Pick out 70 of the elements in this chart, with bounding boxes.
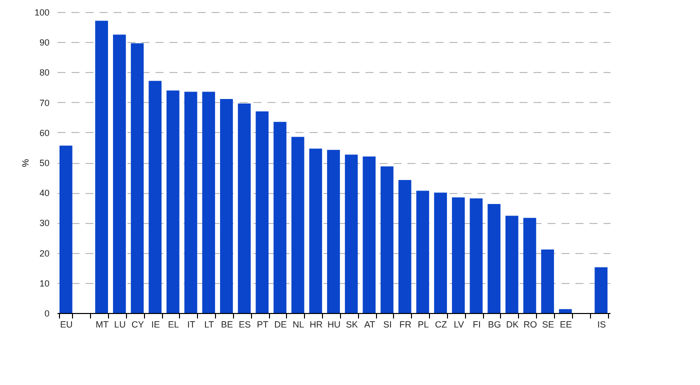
bar	[238, 104, 251, 313]
bar	[523, 218, 536, 313]
x-tick-label: IS	[597, 320, 606, 330]
y-tick-label: 30	[39, 218, 50, 228]
y-tick-label: 40	[39, 188, 50, 198]
x-tick-label: NL	[292, 320, 304, 330]
x-tick-label: RO	[523, 320, 537, 330]
x-tick-label: PL	[418, 320, 429, 330]
bar	[184, 92, 198, 313]
x-tick-label: LU	[114, 320, 126, 330]
bar	[380, 166, 394, 313]
bar	[256, 111, 269, 313]
y-tick-label: 50	[39, 158, 50, 168]
x-tick-label: CZ	[435, 320, 448, 330]
bar	[416, 190, 430, 313]
x-tick-label: BE	[220, 320, 233, 330]
bar	[505, 216, 518, 313]
bar	[398, 180, 412, 313]
bar	[594, 267, 608, 313]
x-tick-label: LT	[204, 320, 215, 330]
x-tick-label: HR	[310, 320, 324, 330]
bar	[59, 146, 72, 313]
bar	[541, 249, 554, 313]
x-tick-label: ES	[238, 320, 251, 330]
bar	[202, 92, 216, 313]
x-tick-label: EU	[60, 320, 73, 330]
y-tick-label: 100	[34, 8, 50, 18]
bar	[148, 80, 162, 313]
x-tick-label: DE	[274, 320, 287, 330]
bar	[344, 154, 358, 313]
x-tick-label: BG	[488, 320, 502, 330]
x-tick-label: FI	[472, 320, 481, 330]
x-tick-label: DK	[506, 320, 519, 330]
y-tick-label: 20	[39, 248, 50, 258]
bar	[452, 197, 465, 313]
y-axis-title: %	[20, 158, 30, 168]
x-tick-label: EL	[168, 320, 179, 330]
bar	[470, 198, 483, 313]
y-tick-label: 10	[39, 278, 50, 288]
y-tick-label: 0	[44, 308, 50, 318]
x-tick-label: FR	[399, 320, 412, 330]
x-tick-label: SI	[383, 320, 392, 330]
x-tick-label: SE	[542, 320, 554, 330]
bar	[309, 148, 322, 313]
x-tick-label: PT	[256, 320, 269, 330]
x-tick-label: LV	[454, 320, 464, 330]
x-tick-label: IE	[151, 320, 160, 330]
x-tick-label: MT	[96, 320, 110, 330]
bar	[274, 122, 286, 313]
x-tick-label: SK	[346, 320, 358, 330]
bar	[362, 156, 376, 313]
bar	[220, 98, 233, 313]
bar	[558, 309, 572, 313]
bar	[95, 20, 108, 313]
x-tick-label: IT	[187, 320, 196, 330]
bar	[291, 136, 304, 313]
x-tick-label: CY	[132, 320, 144, 330]
y-tick-label: 90	[39, 38, 50, 48]
x-tick-label: HU	[328, 320, 340, 330]
y-tick-label: 70	[39, 98, 50, 108]
y-tick-label: 60	[39, 128, 50, 138]
bar	[327, 150, 340, 313]
bar	[488, 204, 500, 313]
x-tick-label: AT	[364, 320, 376, 330]
y-tick-label: 80	[39, 68, 50, 78]
bar	[130, 43, 144, 313]
x-tick-label: EE	[560, 320, 572, 330]
bar	[113, 34, 126, 313]
bar	[434, 192, 447, 313]
bar	[166, 90, 180, 313]
